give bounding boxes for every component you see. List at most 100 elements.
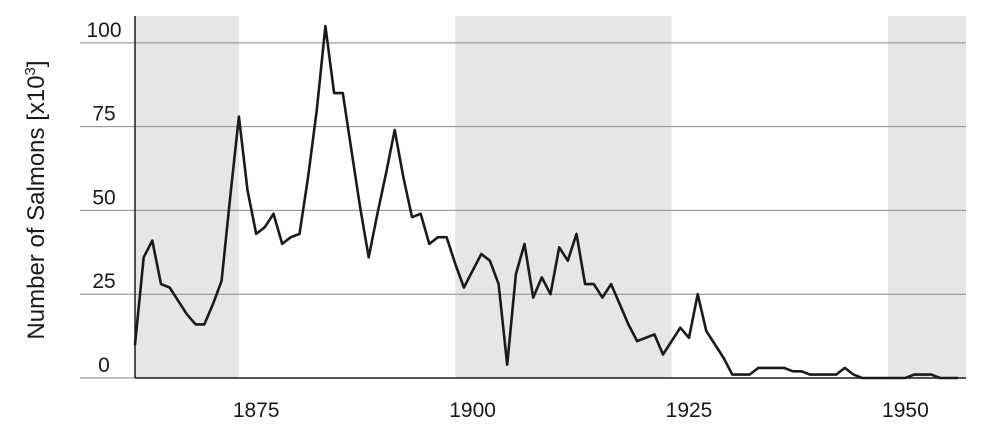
data-point: [168, 286, 170, 288]
data-point: [558, 246, 560, 248]
data-point: [653, 333, 655, 335]
data-point: [238, 115, 240, 117]
data-point: [800, 370, 802, 372]
data-point: [160, 283, 162, 285]
data-point: [532, 296, 534, 298]
data-point: [437, 236, 439, 238]
data-point: [480, 253, 482, 255]
data-point: [662, 353, 664, 355]
shaded-bands: [135, 16, 966, 378]
data-point: [246, 189, 248, 191]
x-tick-1900: 1900: [449, 399, 496, 422]
data-point: [722, 357, 724, 359]
data-point: [203, 323, 205, 325]
data-point: [463, 286, 465, 288]
data-point: [670, 340, 672, 342]
data-point: [290, 236, 292, 238]
data-point: [696, 293, 698, 295]
data-point: [220, 280, 222, 282]
y-axis-label: Number of Salmons [x103]: [22, 60, 50, 339]
data-point: [593, 283, 595, 285]
data-point: [774, 367, 776, 369]
data-point: [134, 343, 136, 345]
x-tick-1875: 1875: [233, 399, 280, 422]
y-tick-0: 0: [98, 354, 110, 377]
data-point: [307, 176, 309, 178]
data-point: [922, 373, 924, 375]
data-point: [281, 243, 283, 245]
data-point: [428, 243, 430, 245]
y-tick-labels: 0 25 50 75 100: [80, 19, 135, 379]
data-point: [489, 259, 491, 261]
data-point: [896, 377, 898, 379]
data-point: [506, 363, 508, 365]
data-point: [567, 259, 569, 261]
data-point: [359, 206, 361, 208]
x-tick-1925: 1925: [666, 399, 713, 422]
data-point: [688, 337, 690, 339]
data-point: [298, 233, 300, 235]
data-point: [627, 323, 629, 325]
data-point: [142, 256, 144, 258]
data-point: [515, 273, 517, 275]
y-axis-label-superscript: 3: [22, 67, 39, 75]
shaded-band-0: [135, 16, 239, 378]
data-point: [861, 377, 863, 379]
data-point: [471, 270, 473, 272]
data-point: [324, 25, 326, 27]
data-point: [575, 233, 577, 235]
data-point: [809, 373, 811, 375]
data-point: [601, 296, 603, 298]
data-point: [904, 377, 906, 379]
data-point: [350, 149, 352, 151]
data-point: [844, 367, 846, 369]
data-point: [229, 196, 231, 198]
y-axis-label-main: Number of Salmons [x10: [23, 75, 50, 339]
data-point: [497, 283, 499, 285]
data-point: [368, 256, 370, 258]
data-point: [878, 377, 880, 379]
data-point: [186, 313, 188, 315]
data-point: [757, 367, 759, 369]
data-point: [705, 330, 707, 332]
data-point: [376, 213, 378, 215]
data-point: [679, 327, 681, 329]
data-point: [151, 239, 153, 241]
data-point: [835, 373, 837, 375]
data-point: [870, 377, 872, 379]
data-point: [792, 370, 794, 372]
data-point: [584, 283, 586, 285]
data-point: [419, 213, 421, 215]
data-point: [393, 129, 395, 131]
data-point: [333, 92, 335, 94]
y-tick-50: 50: [92, 186, 115, 209]
data-point: [454, 263, 456, 265]
data-point: [212, 303, 214, 305]
data-point: [445, 236, 447, 238]
data-point: [766, 367, 768, 369]
data-point: [177, 300, 179, 302]
x-tick-1950: 1950: [882, 399, 929, 422]
data-point: [645, 337, 647, 339]
data-point: [610, 283, 612, 285]
shaded-band-1: [455, 16, 672, 378]
data-point: [783, 367, 785, 369]
y-axis-label-end: ]: [23, 60, 50, 67]
data-point: [264, 226, 266, 228]
data-point: [947, 377, 949, 379]
data-point: [818, 373, 820, 375]
data-point: [826, 373, 828, 375]
shaded-band-2: [888, 16, 966, 378]
y-tick-100: 100: [86, 19, 121, 42]
data-point: [740, 373, 742, 375]
data-point: [619, 303, 621, 305]
y-tick-25: 25: [92, 270, 115, 293]
data-point: [852, 373, 854, 375]
data-point: [549, 293, 551, 295]
data-point: [272, 213, 274, 215]
data-point: [523, 243, 525, 245]
data-point: [402, 176, 404, 178]
data-point: [887, 377, 889, 379]
data-point: [731, 373, 733, 375]
